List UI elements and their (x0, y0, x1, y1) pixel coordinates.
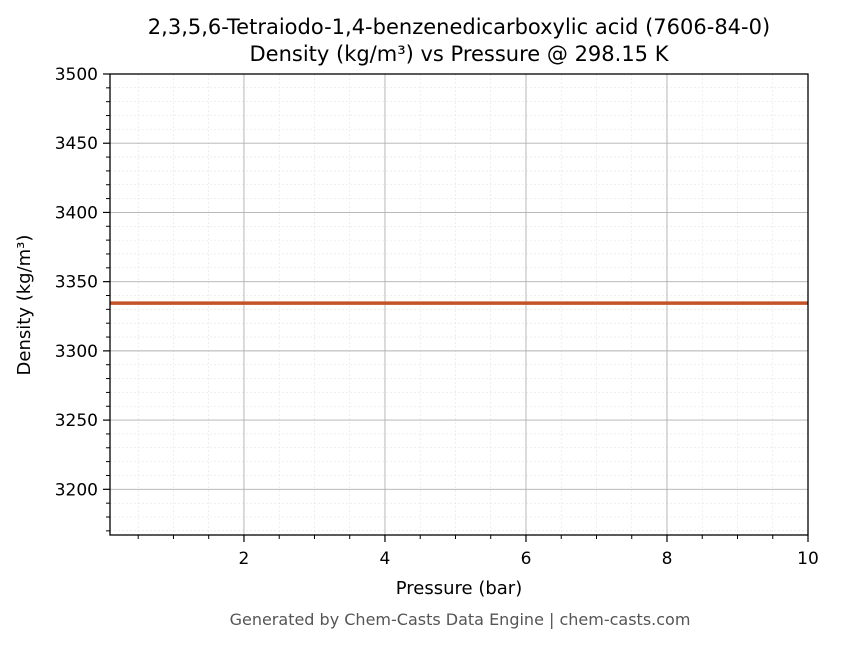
x-tick-label: 6 (521, 549, 532, 569)
y-tick-label: 3350 (55, 273, 98, 293)
chart-subtitle: Density (kg/m³) vs Pressure @ 298.15 K (249, 42, 669, 66)
x-tick-label: 8 (662, 549, 673, 569)
plot-frame (109, 73, 809, 536)
y-tick-labels: 3200 3250 3300 3350 3400 3450 3500 (55, 65, 98, 500)
x-axis-label: Pressure (bar) (396, 578, 522, 599)
y-axis-label: Density (kg/m³) (14, 235, 35, 376)
y-tick-label: 3400 (55, 203, 98, 223)
tick-marks (103, 73, 809, 542)
x-tick-label: 10 (797, 549, 819, 569)
x-tick-label: 4 (380, 549, 391, 569)
x-tick-label: 2 (239, 549, 250, 569)
y-tick-label: 3300 (55, 342, 98, 362)
y-tick-label: 3200 (55, 480, 98, 500)
minor-grid (110, 74, 808, 535)
footer-credit: Generated by Chem-Casts Data Engine | ch… (230, 610, 691, 629)
y-tick-label: 3250 (55, 411, 98, 431)
y-tick-label: 3450 (55, 134, 98, 154)
x-tick-labels: 2 4 6 8 10 (239, 549, 819, 569)
y-tick-label: 3500 (55, 65, 98, 85)
chart-title: 2,3,5,6-Tetraiodo-1,4-benzenedicarboxyli… (148, 15, 770, 39)
